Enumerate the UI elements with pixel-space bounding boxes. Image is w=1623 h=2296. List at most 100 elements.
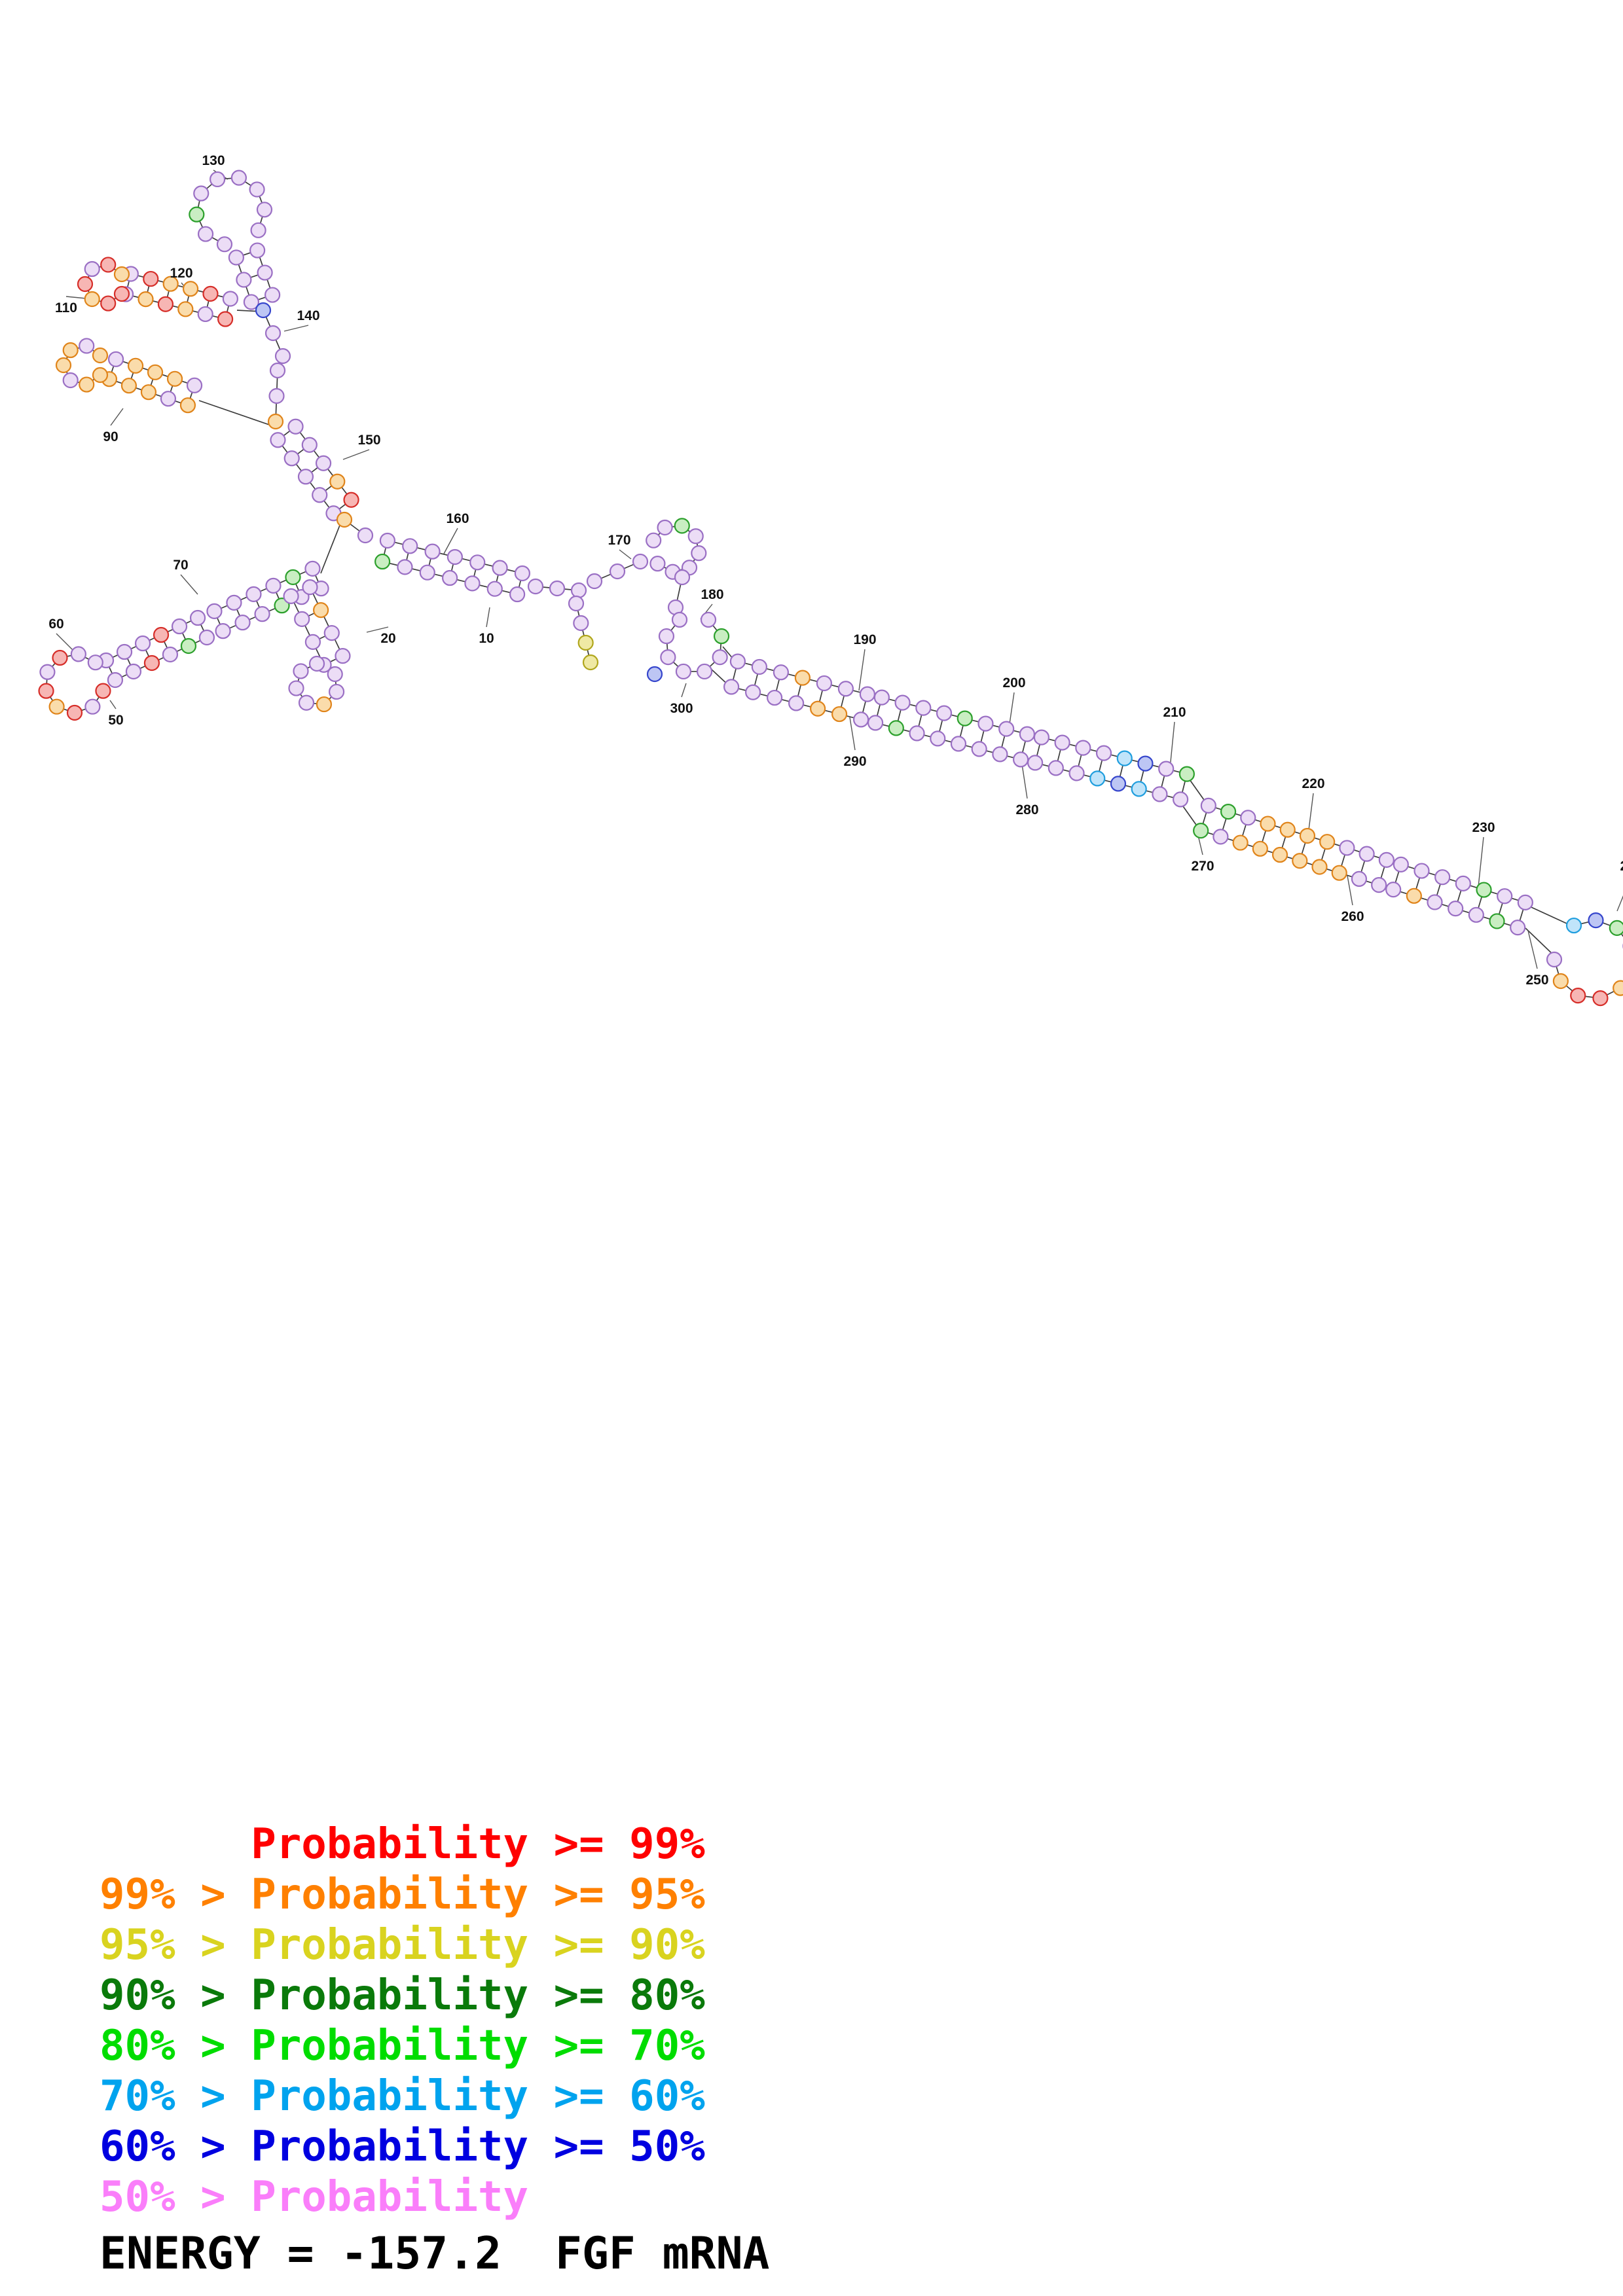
nucleotide — [230, 170, 247, 186]
legend-row-2: 95% > Probability >= 90% — [100, 1921, 705, 1969]
position-label-20: 20 — [380, 631, 395, 646]
nucleotide — [767, 689, 783, 706]
position-label-90: 90 — [103, 429, 118, 444]
nucleotide — [39, 664, 56, 680]
nucleotide — [95, 683, 111, 699]
nucleotide — [304, 634, 321, 650]
nucleotide — [1193, 823, 1209, 839]
position-label-230: 230 — [1472, 820, 1495, 835]
nucleotide — [1131, 781, 1147, 797]
nucleotide — [92, 367, 109, 384]
nucleotide — [197, 226, 214, 242]
nucleotide — [79, 338, 95, 354]
position-label-270: 270 — [1191, 859, 1214, 874]
nucleotide — [193, 185, 210, 202]
position-label-260: 260 — [1341, 909, 1364, 924]
nucleotide — [62, 342, 79, 359]
nucleotide — [166, 370, 183, 387]
nucleotide — [215, 623, 231, 639]
nucleotide — [1137, 755, 1154, 772]
nucleotide — [246, 586, 262, 602]
nucleotide — [873, 689, 890, 706]
nucleotide — [696, 663, 713, 680]
nucleotide — [328, 683, 345, 700]
nucleotide — [55, 357, 72, 374]
nucleotide — [1213, 829, 1229, 845]
nucleotide — [1019, 726, 1035, 742]
nucleotide — [1351, 870, 1368, 888]
nucleotide — [84, 291, 100, 308]
nucleotide — [1448, 901, 1464, 917]
nucleotide — [1592, 990, 1609, 1007]
nucleotide — [374, 553, 391, 570]
nucleotide — [294, 611, 310, 627]
energy-label: ENERGY = -157.2 FGF mRNA — [100, 2228, 770, 2280]
position-label-280: 280 — [1015, 802, 1038, 817]
nucleotide — [1240, 810, 1256, 826]
nucleotide — [160, 391, 177, 407]
nucleotide — [162, 646, 179, 663]
nucleotide — [671, 611, 688, 628]
nucleotide — [1489, 913, 1505, 929]
nucleotide — [297, 469, 314, 485]
nucleotide — [255, 302, 272, 319]
nucleotide — [853, 711, 869, 728]
nucleotide — [270, 432, 286, 448]
nucleotide — [100, 295, 117, 312]
nucleotide — [577, 634, 594, 651]
nucleotide — [1173, 791, 1189, 808]
legend-row-1: 99% > Probability >= 95% — [100, 1871, 705, 1919]
nucleotide — [745, 684, 761, 700]
nucleotide — [419, 564, 435, 581]
nucleotide — [52, 649, 68, 666]
legend-row-5: 70% > Probability >= 60% — [100, 2072, 705, 2121]
nucleotide — [810, 700, 826, 717]
nucleotide — [867, 715, 884, 731]
nucleotide — [646, 666, 663, 683]
nucleotide — [729, 653, 746, 670]
nucleotide — [1393, 856, 1409, 872]
nucleotide — [492, 560, 508, 576]
nucleotide — [582, 654, 599, 671]
nucleotide — [660, 649, 676, 666]
nucleotide — [210, 171, 226, 188]
nucleotide — [1510, 920, 1526, 936]
nucleotide — [257, 264, 273, 281]
nucleotide — [1339, 840, 1355, 856]
nucleotide — [527, 578, 544, 595]
nucleotide — [269, 362, 286, 379]
nucleotide — [134, 635, 151, 652]
nucleotide — [1158, 761, 1175, 777]
nucleotide — [1517, 894, 1533, 910]
nucleotide — [1252, 840, 1268, 857]
nucleotide — [447, 548, 463, 565]
position-label-180: 180 — [701, 587, 723, 602]
nucleotide — [70, 646, 86, 662]
position-label-110: 110 — [55, 300, 77, 315]
nucleotide — [888, 720, 904, 736]
backbone-lines — [45, 170, 1623, 999]
nucleotide — [189, 206, 205, 223]
nucleotide — [977, 715, 994, 732]
nucleotide — [267, 413, 284, 430]
nucleotide — [509, 586, 526, 603]
position-label-70: 70 — [173, 558, 188, 573]
probability-legend: Probability >= 99% 99% > Probability >= 9… — [100, 1820, 705, 2223]
nucleotide — [691, 545, 707, 562]
nucleotide — [288, 680, 304, 696]
nucleotide — [674, 518, 690, 534]
nucleotide — [283, 450, 300, 467]
nucleotide — [773, 664, 789, 681]
nucleotide — [514, 565, 530, 582]
position-label-240: 240 — [1620, 859, 1623, 874]
nucleotide — [153, 626, 170, 643]
legend-row-3: 90% > Probability >= 80% — [100, 1971, 705, 2020]
nucleotide — [1033, 729, 1049, 745]
nucleotide — [1089, 770, 1106, 787]
nucleotide — [1013, 751, 1029, 768]
nucleotide — [1434, 869, 1451, 886]
nucleotide — [992, 746, 1008, 762]
nucleotide — [84, 698, 101, 715]
nucleotide — [549, 580, 566, 597]
